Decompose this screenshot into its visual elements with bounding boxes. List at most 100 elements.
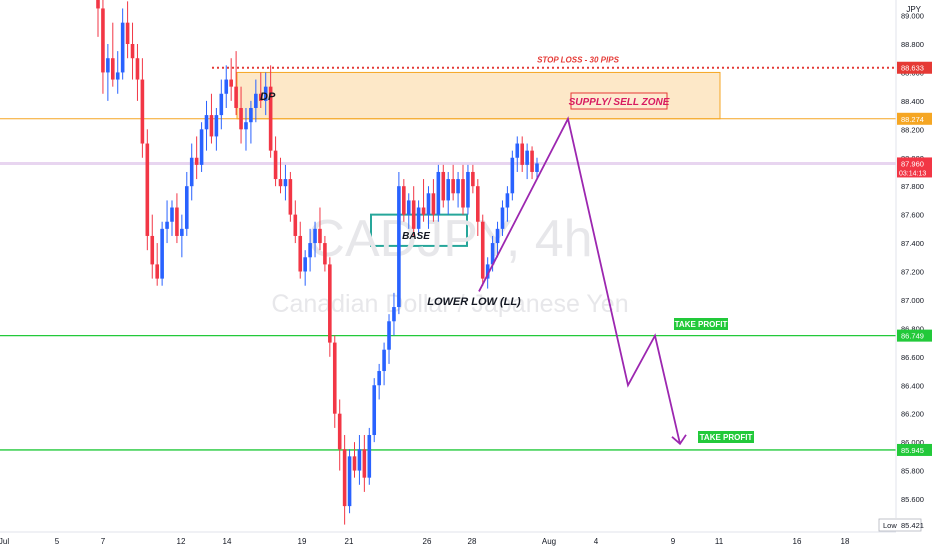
tp1-price-tag: 86.749 — [901, 332, 924, 341]
date-tick-label: 5 — [55, 537, 60, 546]
price-axis-bg — [896, 0, 932, 518]
candle-body — [115, 72, 120, 80]
level-lines-layer — [0, 66, 896, 451]
candle-body — [520, 143, 525, 165]
candle-body — [313, 228, 317, 244]
stop-loss-price-tag-box — [897, 61, 932, 74]
date-tick-label: 18 — [841, 537, 850, 546]
candle-body — [308, 243, 312, 258]
price-tick-label: 88.400 — [901, 97, 924, 106]
candle-body — [510, 157, 515, 194]
candle-body — [263, 86, 268, 101]
candle-body — [106, 58, 110, 73]
candle-body — [239, 107, 243, 130]
price-tick-label: 87.000 — [901, 296, 924, 305]
candle-body — [476, 186, 480, 222]
candle-body — [431, 193, 436, 215]
price-tick-label: 86.400 — [901, 381, 924, 390]
candle-body — [224, 79, 229, 94]
candle-body — [347, 456, 352, 507]
candle-body — [500, 207, 505, 229]
candle-body — [194, 157, 199, 165]
price-tick-label: 86.000 — [901, 438, 924, 447]
projection-arrowhead — [671, 434, 687, 446]
candle-body — [214, 115, 219, 137]
stop-loss-price-tag: 88.633 — [901, 64, 924, 73]
price-tick-label: 87.600 — [901, 211, 924, 220]
price-tick-label: 87.200 — [901, 268, 924, 277]
price-tick-label: 86.800 — [901, 324, 924, 333]
candle-body — [199, 129, 204, 165]
candle-body — [135, 58, 140, 80]
candle-body — [436, 171, 441, 215]
candle-body — [318, 228, 322, 244]
candle-body — [342, 449, 347, 507]
candle-body — [441, 171, 446, 201]
candle-body — [362, 449, 367, 478]
candle-body — [456, 179, 460, 194]
low-marker-box — [878, 518, 922, 532]
time-axis-bg — [0, 532, 932, 550]
tp2-price-tag-box — [897, 443, 932, 456]
candle-body — [110, 58, 115, 80]
candle-body — [96, 0, 100, 9]
candle-body — [130, 44, 135, 59]
annotations-layer: STOP LOSS - 30 PIPS DP SUPPLY/ SELL ZONE BA… — [260, 56, 754, 446]
date-tick-label: 4 — [594, 537, 599, 546]
candle-body — [303, 257, 307, 272]
candle-body — [426, 193, 431, 215]
projection-path — [478, 116, 681, 445]
candle-body — [170, 207, 174, 222]
candle-body — [505, 193, 510, 208]
candle-body — [175, 207, 179, 236]
dp-label: DP — [260, 91, 276, 103]
lower-low-label: LOWER LOW (LL) — [427, 296, 521, 308]
tp2-price-tag: 85.945 — [901, 446, 924, 455]
candle-body — [515, 143, 520, 158]
candle-body — [397, 186, 401, 308]
tp2-label-box — [698, 431, 754, 443]
candle-body — [209, 115, 214, 137]
candle-body — [165, 221, 169, 229]
price-tick-label: 87.400 — [901, 239, 924, 248]
candle-body — [278, 179, 283, 187]
current-price-tag: 87.960 — [901, 159, 924, 168]
date-tick-label: 14 — [223, 537, 232, 546]
tp1-label: TAKE PROFIT — [675, 320, 728, 329]
currency-label: JPY — [906, 5, 921, 14]
price-tick-label: 88.800 — [901, 40, 924, 49]
date-tick-label: 19 — [298, 537, 307, 546]
candle-body — [525, 150, 529, 165]
candle-body — [535, 163, 539, 172]
tp1-price-tag-box — [897, 329, 932, 342]
candle-body — [293, 214, 298, 236]
candle-body — [402, 186, 406, 215]
date-tick-label: Jul — [0, 537, 9, 546]
candle-body — [332, 342, 337, 414]
candle-body — [155, 264, 159, 279]
date-tick-label: 12 — [177, 537, 186, 546]
candle-body — [530, 150, 534, 172]
candle-body — [229, 79, 233, 87]
candle-body — [244, 122, 248, 130]
candle-body — [204, 115, 209, 130]
candle-body — [219, 93, 224, 116]
date-tick-label: 28 — [468, 537, 477, 546]
price-tick-label: 85.600 — [901, 495, 924, 504]
candle-body — [337, 413, 342, 450]
candle-body — [490, 243, 495, 265]
candle-body — [451, 179, 455, 194]
date-tick-label: 16 — [793, 537, 802, 546]
candle-body — [258, 93, 263, 101]
date-tick-label: 9 — [671, 537, 676, 546]
date-tick-label: 11 — [715, 537, 724, 546]
candle-body — [298, 235, 303, 272]
zone-price-tag: 88.274 — [901, 115, 924, 124]
candle-body — [495, 228, 500, 244]
candle-body — [283, 179, 288, 187]
candle-body — [140, 79, 145, 144]
candle-body — [268, 86, 273, 151]
price-tick-label: 88.200 — [901, 125, 924, 134]
candle-body — [446, 179, 451, 201]
price-tick-label: 85.800 — [901, 467, 924, 476]
